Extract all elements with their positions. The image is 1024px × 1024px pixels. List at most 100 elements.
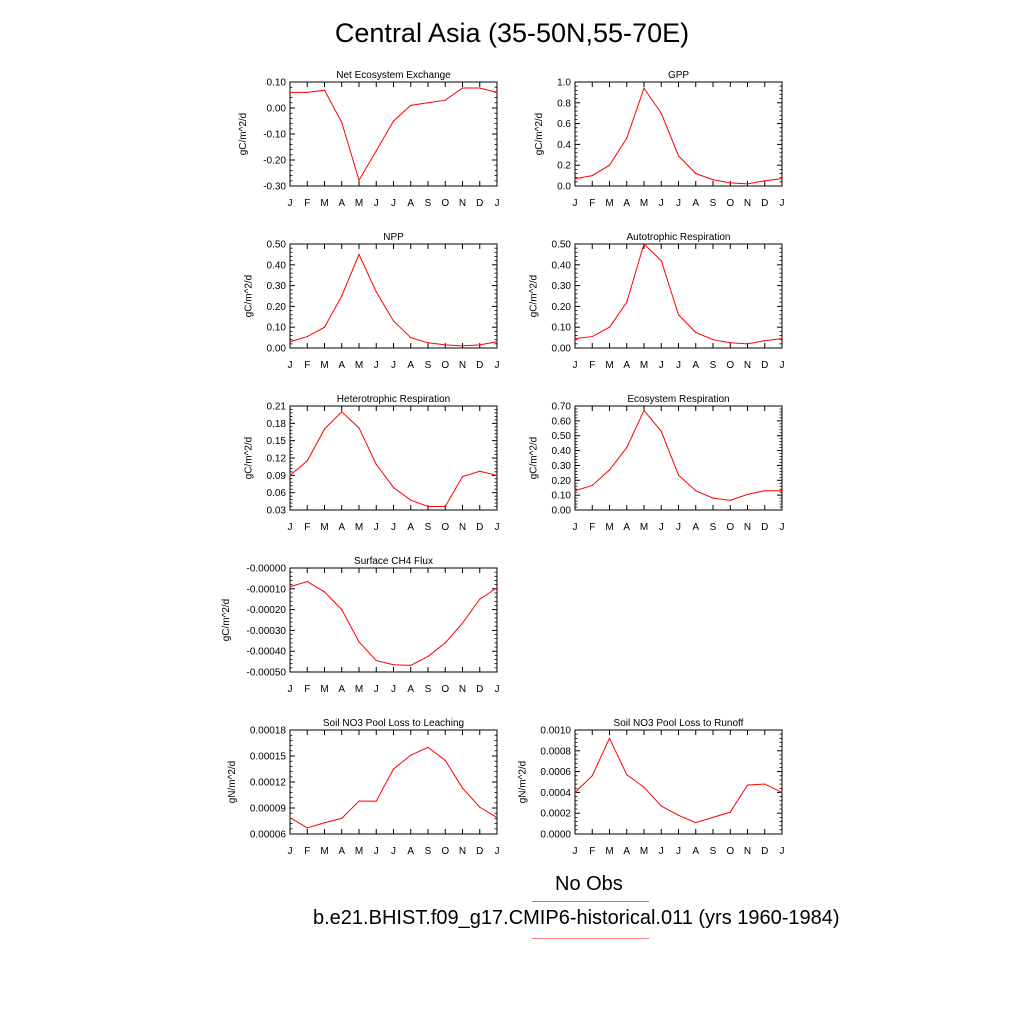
x-tick-label: O: [726, 846, 734, 857]
x-tick-label: F: [304, 846, 310, 857]
x-tick-label: N: [459, 684, 466, 695]
legend-line-no-obs: [532, 901, 649, 902]
data-point: [496, 91, 498, 93]
data-point: [746, 493, 749, 495]
y-tick-label: -0.00000: [247, 564, 287, 575]
series-line: [289, 746, 498, 829]
data-point: [479, 87, 481, 89]
data-point: [626, 447, 628, 449]
x-tick-label: M: [640, 522, 648, 533]
x-tick-label: J: [780, 522, 785, 533]
data-point: [746, 183, 749, 185]
x-tick-label: F: [589, 360, 595, 371]
x-tick-label: J: [573, 360, 578, 371]
y-tick-label: 0.00012: [250, 778, 287, 789]
data-point: [444, 99, 446, 101]
y-tick-label: 0.2: [557, 161, 571, 172]
x-tick-label: J: [495, 360, 500, 371]
y-axis-label: gC/m^2/d: [529, 275, 540, 318]
y-tick-label: 0.0: [557, 182, 571, 193]
x-tick-label: A: [407, 846, 414, 857]
y-tick-label: 0.06: [267, 488, 287, 499]
x-tick-label: A: [407, 522, 414, 533]
data-point: [574, 178, 576, 180]
data-point: [427, 746, 429, 748]
y-tick-label: 0.10: [267, 323, 287, 334]
data-point: [306, 460, 308, 462]
data-point: [306, 580, 308, 583]
x-tick-label: S: [710, 198, 717, 209]
data-point: [695, 172, 697, 175]
data-point: [323, 89, 326, 91]
y-tick-label: 0.50: [552, 240, 572, 251]
y-tick-label: -0.10: [263, 130, 286, 141]
data-point: [410, 337, 412, 339]
data-point: [764, 783, 766, 785]
x-tick-label: O: [441, 684, 449, 695]
data-point: [729, 811, 731, 813]
y-tick-label: 0.00006: [250, 830, 287, 841]
plot-frame: [289, 567, 498, 673]
data-point: [375, 463, 377, 465]
data-point: [410, 499, 412, 501]
x-tick-label: M: [320, 360, 328, 371]
y-tick-label: 0.18: [267, 419, 287, 430]
y-tick-label: -0.00040: [247, 647, 287, 658]
data-point: [410, 754, 412, 756]
y-tick-label: -0.20: [263, 156, 286, 167]
chart-title: NPP: [383, 232, 404, 243]
data-point: [574, 490, 576, 492]
chart-title: GPP: [668, 70, 689, 81]
data-point: [392, 486, 395, 489]
y-tick-label: 0.0000: [540, 830, 571, 841]
series-line: [289, 580, 498, 666]
x-tick-label: J: [573, 198, 578, 209]
chart-autotrophic-respiration: Autotrophic Respiration 0.50 0.40 0.30 0.20 0…: [529, 232, 785, 371]
y-tick-label: 0.21: [267, 402, 287, 413]
data-point: [461, 787, 464, 789]
chart-surface-ch4-flux: Surface CH4 Flux -0.00000 -0.00010 -0.00020…: [221, 556, 499, 695]
data-point: [574, 791, 576, 794]
x-tick-label: J: [288, 198, 293, 209]
x-tick-label: A: [692, 198, 699, 209]
y-tick-label: 0.10: [267, 78, 287, 89]
x-tick-label: J: [495, 684, 500, 695]
y-tick-label: 0.09: [267, 471, 287, 482]
series-line: [574, 243, 783, 345]
data-point: [626, 301, 628, 303]
x-tick-label: D: [476, 846, 483, 857]
data-point: [608, 326, 611, 328]
x-tick-label: J: [374, 684, 379, 695]
data-point: [479, 806, 481, 808]
x-tick-label: J: [676, 846, 681, 857]
data-point: [392, 320, 395, 322]
y-tick-label: -0.30: [263, 182, 286, 193]
data-point: [375, 659, 377, 662]
x-tick-label: D: [761, 360, 768, 371]
x-tick-label: J: [659, 198, 664, 209]
x-tick-label: D: [761, 522, 768, 533]
y-tick-label: 0.0002: [540, 809, 571, 820]
data-point: [289, 341, 291, 343]
data-point: [608, 164, 611, 166]
x-tick-label: S: [425, 846, 432, 857]
legend-label-no-obs: No Obs: [555, 873, 623, 895]
y-tick-label: 0.20: [552, 476, 572, 487]
data-point: [764, 340, 766, 342]
data-point: [358, 179, 360, 181]
data-point: [764, 180, 766, 182]
x-tick-label: O: [726, 198, 734, 209]
data-point: [608, 469, 611, 471]
series-line: [574, 87, 783, 185]
x-tick-label: S: [425, 360, 432, 371]
data-point: [289, 586, 291, 588]
data-point: [392, 664, 395, 666]
y-tick-label: 0.00: [552, 506, 572, 517]
x-tick-label: F: [304, 360, 310, 371]
x-tick-label: A: [338, 198, 345, 209]
y-tick-label: 0.50: [267, 240, 287, 251]
y-tick-label: 0.30: [267, 281, 287, 292]
y-tick-label: -0.00050: [247, 668, 287, 679]
x-tick-label: J: [573, 522, 578, 533]
